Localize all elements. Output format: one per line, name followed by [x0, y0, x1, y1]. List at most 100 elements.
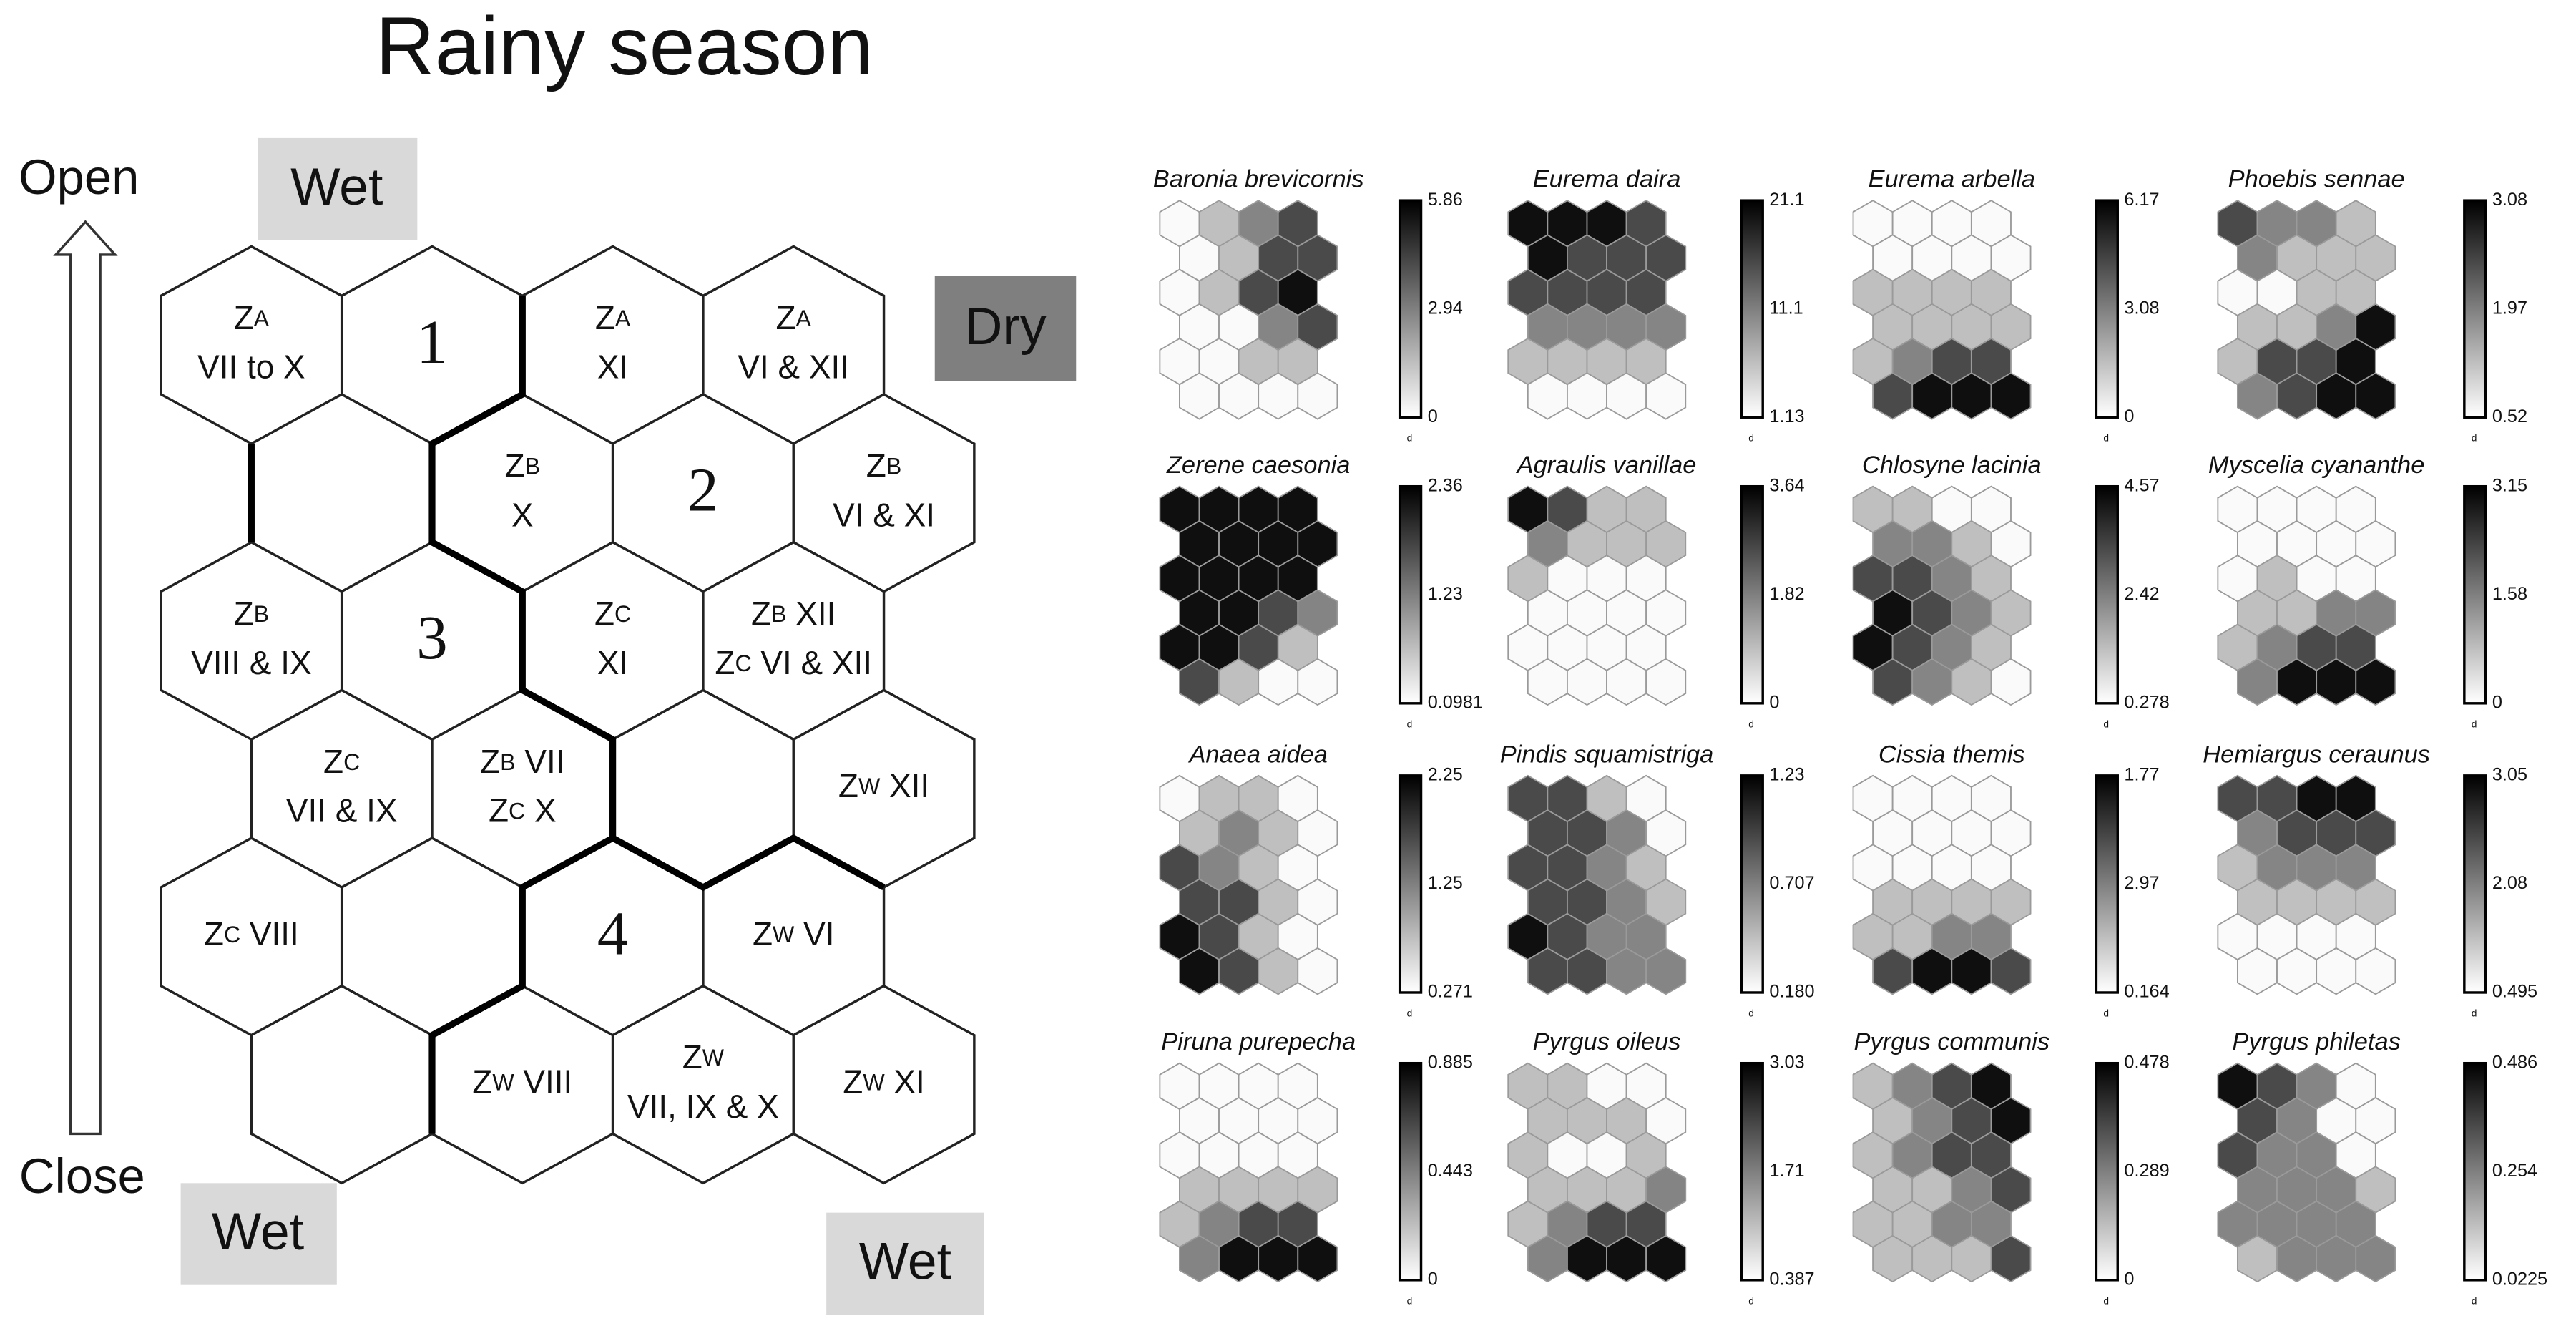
region-label: Wet [859, 1232, 951, 1291]
som-cell [1645, 658, 1687, 706]
hex-cell [792, 984, 976, 1185]
colorbar-tick-label: 0.0981 [1428, 692, 1483, 712]
species-name: Piruna purepecha [1161, 1028, 1356, 1055]
colorbar-label: d [2103, 718, 2109, 729]
colorbar-tick-label: 1.82 [1769, 584, 1804, 604]
colorbar-tick-label: 1.25 [1428, 873, 1463, 893]
cell-text: Z [843, 1063, 863, 1101]
colorbar-label: d [1748, 718, 1754, 729]
colorbar-label: d [1407, 1008, 1413, 1018]
colorbar-tick-label: 2.08 [2492, 873, 2527, 893]
species-name: Zerene caesonia [1166, 452, 1351, 479]
species-name: Pyrgus communis [1853, 1028, 2049, 1055]
cell-text: Z [234, 595, 254, 632]
cell-text: Z [775, 299, 795, 336]
colorbar-tick-label: 0.180 [1769, 982, 1814, 1002]
colorbar-tick-label: 0 [2124, 406, 2134, 426]
colorbar-tick-label: 0.254 [2492, 1161, 2537, 1181]
colorbar-tick-label: 0.387 [1769, 1269, 1814, 1289]
colorbar-tick-label: 2.25 [1428, 765, 1463, 785]
cell-text: XI [597, 644, 628, 681]
axis-top-label: Open [19, 150, 139, 205]
colorbar-label: d [2103, 433, 2109, 444]
cell-text: XII [880, 767, 929, 804]
cell-label: ZB VII [480, 743, 564, 780]
som-cell [1990, 658, 2032, 706]
cell-subscript: C [509, 799, 525, 824]
som-cell [2355, 372, 2396, 420]
cell-label: ZC X [489, 792, 557, 829]
species-name: Phoebis sennae [2228, 166, 2405, 193]
colorbar [1398, 774, 1423, 994]
som-cell [1645, 1234, 1687, 1283]
colorbar-tick-label: 2.42 [2124, 584, 2159, 604]
cell-label: X [511, 496, 534, 533]
species-name: Baronia brevicornis [1153, 166, 1364, 193]
cell-text: Z [595, 299, 615, 336]
cell-text: VII to X [197, 348, 305, 386]
colorbar-tick-label: 0.478 [2124, 1052, 2169, 1072]
som-cell [1297, 372, 1338, 420]
cell-text: X [525, 792, 556, 829]
species-name: Eurema daira [1533, 166, 1681, 193]
cell-label: ZW VI [753, 915, 835, 952]
cell-text: Z [715, 644, 735, 681]
cell-subscript: W [858, 774, 881, 800]
colorbar-label: d [2472, 433, 2477, 444]
colorbar [2463, 1061, 2487, 1282]
species-name: Agraulis vanillae [1516, 452, 1697, 479]
colorbar-tick-label: 5.86 [1428, 190, 1463, 210]
colorbar-label: d [1407, 433, 1413, 444]
cell-text: Z [682, 1038, 702, 1076]
cell-subscript: A [796, 306, 812, 331]
cell-text: XII [787, 595, 836, 632]
species-name: Pindis squamistriga [1500, 741, 1714, 768]
som-cell [1297, 947, 1338, 995]
cell-text: XI [885, 1063, 925, 1101]
colorbar-label: d [1748, 1008, 1754, 1018]
colorbar-tick-label: 0 [1428, 1269, 1438, 1289]
colorbar-tick-label: 3.08 [2492, 190, 2527, 210]
cell-label: ZA [234, 299, 270, 336]
colorbar-tick-label: 3.03 [1769, 1052, 1804, 1072]
cluster-borders [248, 296, 886, 1134]
colorbar-tick-label: 3.05 [2492, 765, 2527, 785]
cluster-border [428, 296, 617, 839]
colorbar-tick-label: 0.707 [1769, 873, 1814, 893]
colorbar-tick-label: 0 [1428, 406, 1438, 426]
cell-label: ZW VIII [472, 1063, 572, 1101]
colorbar-tick-label: 1.58 [2492, 584, 2527, 604]
som-cell [1645, 372, 1687, 420]
cell-text: Z [234, 299, 254, 336]
colorbar [2095, 1061, 2119, 1282]
colorbar [1740, 1061, 1764, 1282]
colorbar-tick-label: 0.443 [1428, 1161, 1473, 1181]
cell-text: Z [489, 792, 509, 829]
cell-label: VII & IX [286, 792, 398, 829]
colorbar-tick-label: 0.278 [2124, 692, 2169, 712]
colorbar [1740, 199, 1764, 419]
cell-subscript: A [254, 306, 270, 331]
cell-label: ZC VIII [204, 915, 299, 952]
cell-text: VIII [240, 915, 299, 952]
species-name: Cissia themis [1879, 741, 2025, 768]
cell-subscript: C [614, 602, 631, 628]
region-label: Wet [212, 1201, 304, 1261]
region-label: Wet [290, 157, 383, 216]
colorbar-label: d [1407, 1295, 1413, 1306]
colorbar-tick-label: 11.1 [1769, 298, 1803, 318]
cell-text: Z [323, 743, 343, 780]
som-cell [2355, 658, 2396, 706]
colorbar-tick-label: 1.71 [1769, 1161, 1804, 1181]
cell-text: VII & IX [286, 792, 398, 829]
cell-label: ZW XI [843, 1063, 925, 1101]
som-cell [1297, 1234, 1338, 1283]
colorbar [1398, 199, 1423, 419]
axis-bottom-label: Close [19, 1149, 145, 1204]
cell-subscript: A [615, 306, 631, 331]
cell-subscript: B [525, 454, 540, 479]
cell-text: VI & XII [738, 348, 849, 386]
colorbar [2463, 774, 2487, 994]
